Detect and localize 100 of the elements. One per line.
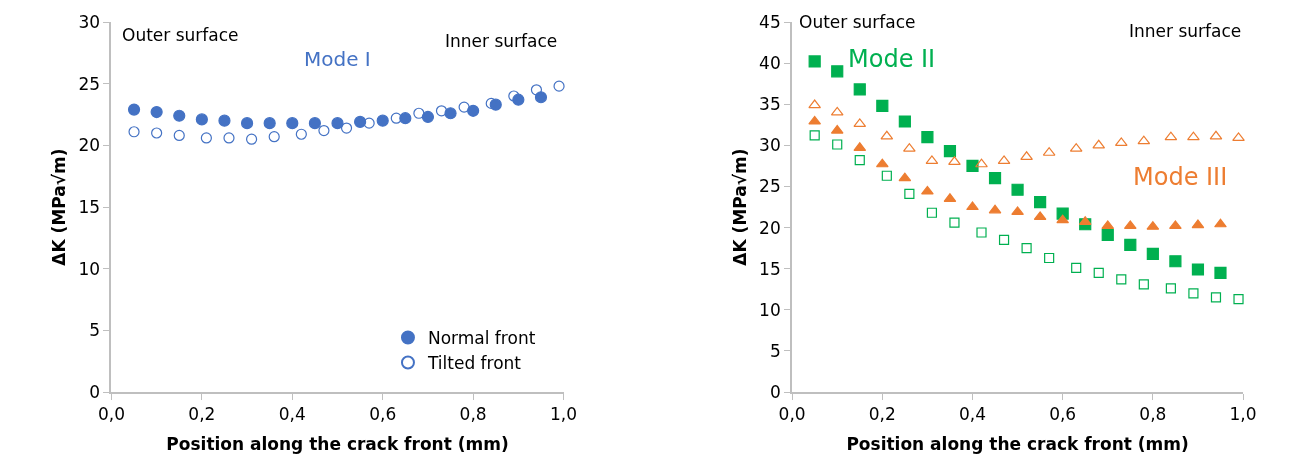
point — [1188, 288, 1199, 299]
point — [200, 132, 212, 144]
point — [1164, 131, 1178, 141]
point — [997, 155, 1011, 165]
x-tick-label: 0,6 — [1049, 404, 1077, 425]
point — [286, 117, 299, 130]
y-tick-label: 15 — [759, 258, 781, 279]
point — [354, 115, 367, 128]
x-tick-label: 0,0 — [97, 404, 125, 425]
point — [1011, 206, 1024, 216]
point — [376, 114, 389, 127]
point — [1092, 139, 1106, 149]
point — [308, 117, 321, 130]
point — [508, 90, 520, 102]
point — [1232, 132, 1245, 142]
y-tick-label: 20 — [759, 217, 781, 238]
point — [1137, 135, 1151, 145]
point — [1191, 263, 1205, 276]
point — [1101, 220, 1115, 230]
point — [1116, 274, 1127, 285]
point — [976, 227, 987, 238]
point — [1214, 266, 1227, 279]
point — [926, 207, 938, 218]
point — [1214, 218, 1227, 228]
point — [458, 101, 470, 113]
point — [1101, 228, 1114, 242]
point — [830, 106, 844, 116]
point — [1044, 252, 1055, 264]
legend-label: Tilted front — [426, 353, 522, 374]
point — [151, 127, 163, 139]
point — [880, 130, 894, 140]
y-tick-label: 10 — [78, 258, 101, 279]
x-tick-label: 0,4 — [278, 404, 306, 425]
point — [998, 234, 1010, 245]
point — [223, 132, 235, 144]
annotation: Inner surface — [445, 31, 558, 51]
point — [832, 139, 843, 150]
point — [830, 124, 844, 134]
point — [421, 110, 435, 124]
point — [1093, 267, 1104, 278]
point — [553, 80, 565, 92]
x-tick-label: 0,0 — [778, 404, 806, 425]
point — [240, 117, 254, 130]
annotation: Mode III — [1133, 163, 1228, 191]
x-tick-label: 0,4 — [958, 404, 987, 425]
point — [1165, 283, 1176, 294]
point — [966, 159, 979, 172]
point — [444, 107, 457, 120]
point — [245, 133, 258, 145]
point — [1169, 220, 1182, 230]
y-tick-label: 35 — [759, 94, 781, 115]
y-tick-label: 10 — [759, 299, 781, 320]
point — [1209, 130, 1223, 140]
y-tick-label: 5 — [769, 340, 781, 361]
y-axis-title: ΔK (MPa√m) — [730, 148, 751, 266]
point — [173, 109, 186, 122]
x-tick-label: 0,2 — [188, 404, 216, 425]
point — [150, 105, 163, 119]
point — [1123, 220, 1137, 230]
point — [399, 112, 412, 125]
point — [295, 128, 307, 140]
x-tick-label: 0,2 — [868, 404, 896, 425]
point — [218, 114, 231, 127]
point — [808, 99, 822, 109]
point — [1210, 292, 1222, 303]
point — [1011, 183, 1024, 196]
point — [173, 129, 185, 142]
x-tick-label: 1,0 — [550, 404, 578, 425]
point — [853, 83, 866, 96]
point — [831, 65, 844, 78]
point — [988, 204, 1002, 214]
point — [898, 115, 911, 128]
point — [534, 91, 548, 104]
point — [854, 155, 865, 166]
x-tick-label: 0,6 — [369, 404, 397, 425]
point — [1169, 255, 1182, 268]
point — [1056, 214, 1070, 224]
annotation: Outer surface — [122, 25, 239, 45]
point — [808, 115, 822, 125]
x-tick-label: 0,8 — [459, 404, 487, 425]
annotation: Inner surface — [1129, 21, 1242, 41]
point — [904, 188, 915, 199]
point — [318, 124, 330, 137]
point — [1124, 238, 1137, 251]
point — [390, 112, 402, 124]
point — [966, 201, 979, 211]
x-tick-label: 0,8 — [1139, 404, 1167, 425]
y-tick-label: 30 — [759, 135, 781, 156]
point — [1071, 262, 1082, 273]
point — [435, 105, 448, 117]
point — [128, 126, 140, 138]
annotation: Outer surface — [799, 12, 916, 32]
point — [898, 172, 912, 182]
y-tick-label: 45 — [759, 11, 781, 32]
x-axis-title: Position along the crack front (mm) — [846, 434, 1189, 455]
point — [331, 117, 344, 130]
point — [921, 185, 934, 195]
y-tick-label: 15 — [78, 196, 101, 217]
point — [1138, 279, 1149, 290]
point — [1187, 131, 1200, 141]
